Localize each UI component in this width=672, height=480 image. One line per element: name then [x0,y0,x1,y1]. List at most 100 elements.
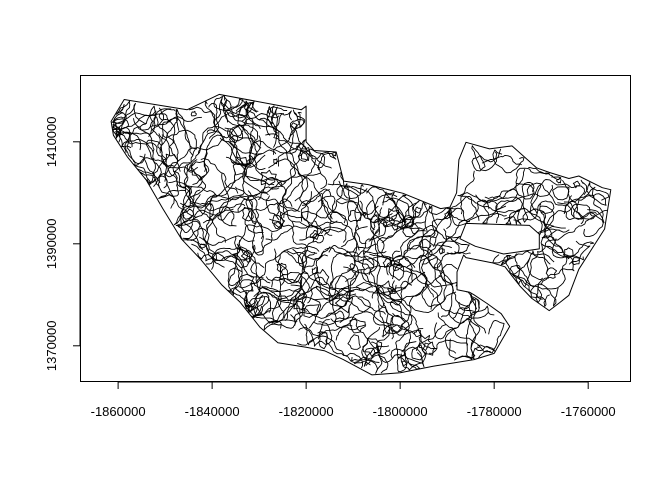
parcel-boundary [530,179,585,218]
parcel-polygon [388,263,405,281]
parcel-boundary [276,203,349,233]
parcel-boundary [186,106,216,173]
parcel-boundary [175,109,225,151]
parcel-boundary [112,112,175,144]
parcel-boundary [481,154,522,166]
parcel-polygon [572,180,581,189]
y-tick-label: 1370000 [44,320,59,371]
parcel-polygon [303,304,320,318]
parcel-boundary [192,148,210,186]
parcel-polygon [234,273,255,293]
parcel-boundary [381,324,412,353]
parcel-boundary [161,129,206,208]
parcel-boundary [297,246,331,268]
parcel-boundary [320,226,347,243]
parcel-boundary [323,198,347,224]
parcel-boundary [268,277,303,324]
parcel-boundary [394,284,457,314]
parcel-boundary [247,190,273,254]
parcel-boundary [266,106,272,136]
parcel-polygon [444,211,452,220]
parcel-boundary [356,280,413,306]
parcel-boundary [495,184,554,224]
parcel-boundary [436,251,471,287]
parcel-polygon [163,153,179,167]
parcel-boundary [357,297,386,315]
parcel-boundary [253,286,282,317]
parcel-boundary [336,200,372,221]
parcel-boundary [301,227,319,266]
parcel-boundary [159,108,179,154]
parcel-boundary [335,295,371,341]
parcel-boundary [427,228,448,269]
parcel-boundary [300,183,351,222]
parcel-boundary [294,310,345,323]
parcel-boundary [168,180,193,198]
parcel-polygon [299,147,311,161]
parcel-polygon [387,286,396,295]
parcel-boundary [238,123,286,194]
parcel-boundary [126,110,157,165]
parcel-boundary [482,168,526,224]
parcel-boundary [228,140,266,171]
x-axis: -1860000 -1840000 -1820000 -1800000 -1780000… [91,381,616,419]
parcel-boundary [198,236,248,262]
parcel-boundary [587,194,605,224]
parcel-boundary [449,195,507,227]
parcel-polygon [556,177,562,184]
parcel-boundary [266,106,288,134]
parcel-boundary [329,286,373,293]
parcel-boundary [324,247,375,276]
parcel-boundary [478,319,505,359]
parcel-boundary [291,125,328,190]
parcel-boundary [512,257,559,307]
x-tick-label: -1840000 [185,404,240,419]
parcel-boundary [132,157,155,185]
parcel-boundary [277,251,304,286]
parcel-boundary [345,233,416,283]
parcel-boundary [202,173,230,224]
parcel-boundary [369,253,430,288]
parcel-boundary [173,159,198,226]
parcel-boundary [145,139,162,187]
parcel-boundary [315,285,355,301]
parcel-polygon [347,209,362,223]
parcel-boundary [372,255,414,283]
parcel-polygon [377,280,395,296]
parcel-boundary [223,96,284,128]
parcel-boundary [245,296,265,313]
parcel-polygon [273,220,284,230]
x-tick-label: -1800000 [373,404,428,419]
parcel-polygon [349,318,366,334]
parcel-polygon [382,221,388,228]
parcel-boundary [112,127,155,153]
x-tick-label: -1860000 [91,404,146,419]
parcel-polygon [309,229,320,240]
parcel-boundary [430,287,489,319]
parcel-polygon [182,208,195,220]
parcel-boundary [445,235,460,255]
parcel-boundary [279,192,323,229]
parcel-boundary [248,140,303,167]
parcel-boundary [258,177,300,213]
parcel-boundary [235,101,261,130]
parcel-boundary [197,112,249,154]
parcel-boundary [204,203,246,270]
parcel-boundary [403,244,433,269]
parcel-polygon [232,246,251,269]
parcel-boundary [265,220,338,241]
parcel-polygon [552,186,570,201]
y-tick-label: 1410000 [44,116,59,167]
parcel-boundary [328,243,378,254]
parcel-polygon [276,262,287,273]
parcel-boundary [244,191,269,234]
y-axis: 1370000 1390000 1410000 [44,116,81,371]
parcel-boundary [114,131,167,167]
parcel-polygon [387,208,400,222]
parcel-polygon [390,314,406,333]
parcel-boundary [372,218,395,326]
parcel-boundary [283,296,322,329]
parcel-boundary [515,167,550,200]
parcel-boundary [338,180,364,200]
